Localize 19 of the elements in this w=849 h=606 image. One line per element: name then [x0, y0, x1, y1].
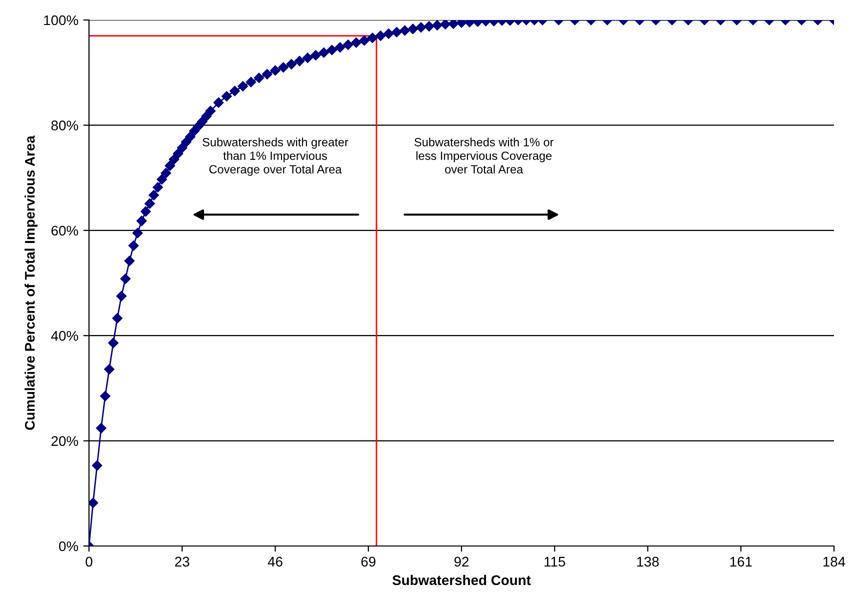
x-tick-label: 46 — [268, 556, 282, 567]
x-tick-label: 0 — [86, 556, 92, 567]
x-tick-label: 23 — [175, 556, 190, 567]
y-tick-label: 80% — [51, 120, 78, 130]
y-tick-label: 40% — [51, 330, 78, 341]
y-axis-title: Cumulative Percent of Total Impervious Area — [24, 135, 38, 430]
y-tick-label: 0% — [59, 541, 78, 552]
annotation: Subwatersheds with 1% or less Impervious Coverage over Total Area — [414, 138, 554, 174]
x-tick-label: 92 — [454, 556, 469, 567]
y-tick-label: 100% — [44, 15, 78, 26]
y-tick-label: 20% — [51, 436, 78, 446]
x-axis-title: Subwatershed Count — [392, 574, 531, 586]
x-tick-label: 69 — [361, 556, 376, 567]
x-tick-label: 184 — [823, 556, 846, 567]
x-tick-label: 161 — [730, 556, 752, 567]
y-tick-label: 60% — [51, 226, 78, 236]
x-tick-label: 138 — [637, 556, 659, 567]
x-tick-label: 115 — [544, 556, 566, 567]
annotation: Subwatersheds with greater than 1% Impervious Coverage over Total Area — [202, 138, 348, 176]
